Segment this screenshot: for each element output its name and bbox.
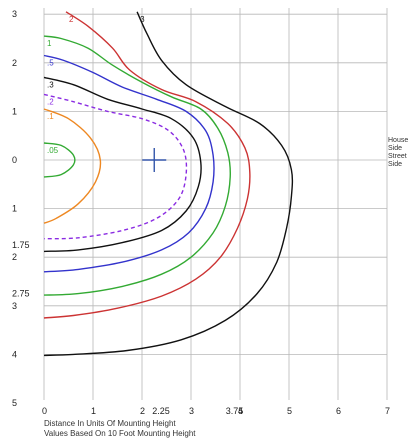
contour-label: 3 [140,15,145,24]
y-tick-label: 4 [12,349,17,359]
x-tick-labels: 0 1 2 2.25 3 3.754 5 6 7 [42,406,390,416]
contour-label: .5 [47,59,54,68]
contour-line [43,54,215,273]
contour-line [43,11,294,357]
y-tick-label: 2.75 [12,289,30,299]
contour-labels: 3 2 1 .5 .3 .2 .1 .05 [47,15,145,155]
y-tick-labels: 3 2 1 0 1 1.75 2 2.75 3 4 5 [12,9,30,408]
contour-label: .05 [47,146,59,155]
contour-line [43,76,202,253]
x-tick-label: 5 [287,406,292,416]
contour-label: .1 [47,112,54,121]
side-label: Side [388,161,402,168]
contour-lines [43,11,294,357]
y-tick-label: 0 [12,155,17,165]
y-tick-label: 3 [12,301,17,311]
y-tick-label: 5 [12,398,17,408]
caption: Values Based On 10 Foot Mounting Height [44,429,196,438]
x-tick-label: 7 [385,406,390,416]
x-tick-label: 1 [91,406,96,416]
luminaire-marker [142,148,167,172]
y-tick-label: 2 [12,58,17,68]
contour-line [43,35,231,296]
y-tick-label: 1 [12,106,17,116]
x-tick-label: 2 [140,406,145,416]
contour-line [43,108,102,224]
x-tick-label: 3.75 [226,406,244,416]
y-tick-label: 3 [12,9,17,19]
x-tick-label: 3 [189,406,194,416]
x-tick-label: 2.25 [152,406,170,416]
side-label: Street [388,153,407,160]
y-tick-label: 1 [12,204,17,214]
grid [43,8,388,400]
contour-line [43,142,76,178]
x-tick-label: 4 [238,406,243,416]
contour-label: 2 [69,15,74,24]
x-tick-label: 6 [336,406,341,416]
contour-label: .3 [47,80,54,89]
y-tick-label: 1.75 [12,240,30,250]
contour-line [43,11,251,319]
contour-label: 1 [47,39,52,48]
contour-label: .2 [47,97,54,106]
x-axis-label: Distance In Units Of Mounting Height [44,419,176,428]
x-tick-label: 0 [42,406,47,416]
y-tick-label: 2 [12,252,17,262]
contour-line [43,93,188,240]
side-label: House [388,137,408,144]
side-label: Side [388,145,402,152]
